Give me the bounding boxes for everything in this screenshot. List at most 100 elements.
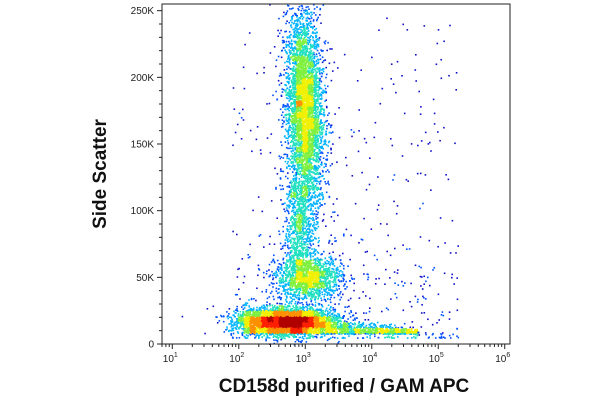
- event-dot: [313, 12, 315, 14]
- event-dot: [301, 30, 304, 33]
- event-dot: [312, 94, 315, 97]
- event-dot: [338, 303, 340, 305]
- event-dot: [315, 146, 317, 149]
- event-dot: [305, 119, 308, 122]
- event-dot: [292, 81, 295, 83]
- event-dot: [321, 127, 324, 130]
- event-dot: [310, 35, 312, 37]
- event-dot: [275, 290, 278, 292]
- event-dot: [311, 175, 313, 178]
- event-dot: [296, 170, 299, 172]
- event-dot: [322, 92, 324, 94]
- event-dot: [292, 111, 294, 114]
- event-dot: [296, 271, 298, 274]
- event-dot: [293, 137, 296, 140]
- event-dot: [288, 121, 290, 124]
- event-dot: [289, 42, 292, 45]
- event-dot: [326, 275, 329, 278]
- event-dot: [321, 122, 324, 124]
- event-dot: [293, 34, 295, 37]
- event-dot: [307, 85, 310, 88]
- event-dot: [301, 136, 304, 138]
- event-dot: [305, 106, 308, 109]
- event-dot: [280, 266, 283, 268]
- event-dot: [324, 140, 327, 143]
- event-dot: [305, 265, 308, 267]
- event-dot: [293, 40, 295, 43]
- event-dot: [289, 86, 291, 88]
- event-dot: [319, 112, 321, 114]
- event-dot: [305, 262, 307, 264]
- event-dot: [290, 126, 292, 129]
- event-dot: [306, 13, 309, 16]
- event-dot: [317, 16, 319, 19]
- event-dot: [333, 278, 336, 280]
- event-dot: [299, 74, 302, 76]
- event-dot: [298, 160, 301, 162]
- event-dot: [311, 187, 313, 189]
- event-dot: [312, 156, 315, 159]
- event-dot: [290, 102, 293, 104]
- event-dot: [315, 123, 318, 126]
- event-dot: [313, 128, 315, 130]
- event-dot: [329, 287, 331, 289]
- event-dot: [315, 177, 317, 180]
- event-dot: [308, 180, 310, 183]
- event-dot: [269, 274, 272, 276]
- event-dot: [314, 291, 317, 294]
- event-dot: [314, 45, 316, 48]
- event-dot: [306, 275, 308, 278]
- event-dot: [310, 116, 312, 119]
- event-dot: [285, 264, 287, 266]
- event-dot: [309, 146, 311, 149]
- event-dot: [328, 123, 330, 126]
- event-dot: [303, 141, 305, 143]
- event-dot: [305, 76, 307, 79]
- event-dot: [272, 274, 274, 277]
- event-dot: [314, 143, 317, 146]
- event-dot: [270, 261, 273, 263]
- event-dot: [321, 72, 324, 75]
- event-dot: [303, 86, 305, 88]
- event-dot: [298, 283, 301, 285]
- event-dot: [285, 51, 288, 54]
- event-dot: [292, 84, 294, 87]
- event-dot: [279, 108, 282, 111]
- event-dot: [312, 259, 315, 261]
- event-dot: [279, 267, 282, 269]
- event-dot: [304, 73, 307, 75]
- event-dot: [311, 121, 314, 124]
- event-dot: [311, 78, 313, 81]
- event-dot: [289, 124, 291, 127]
- event-dot: [316, 99, 318, 101]
- event-dot: [320, 107, 323, 110]
- event-dot: [311, 102, 313, 105]
- event-dot: [297, 272, 300, 275]
- event-dot: [312, 267, 314, 269]
- event-dot: [298, 83, 300, 85]
- event-dot: [288, 81, 290, 83]
- event-dot: [302, 90, 305, 92]
- event-dot: [302, 38, 304, 40]
- event-dot: [313, 104, 316, 107]
- event-dot: [295, 100, 298, 103]
- event-dot: [316, 262, 319, 265]
- event-dot: [307, 114, 309, 116]
- event-dot: [324, 181, 326, 183]
- event-dot: [298, 45, 300, 48]
- event-dot: [323, 115, 325, 117]
- event-dot: [308, 156, 310, 158]
- event-dot: [316, 223, 319, 225]
- event-dot: [288, 21, 290, 24]
- event-dot: [304, 188, 306, 190]
- event-dot: [311, 167, 314, 170]
- event-dot: [293, 47, 295, 50]
- event-dot: [295, 148, 297, 151]
- event-dot: [298, 88, 301, 90]
- event-dot: [295, 41, 298, 43]
- event-dot: [283, 39, 285, 42]
- event-dot: [309, 93, 312, 95]
- event-dot: [299, 266, 302, 269]
- event-dot: [323, 114, 326, 116]
